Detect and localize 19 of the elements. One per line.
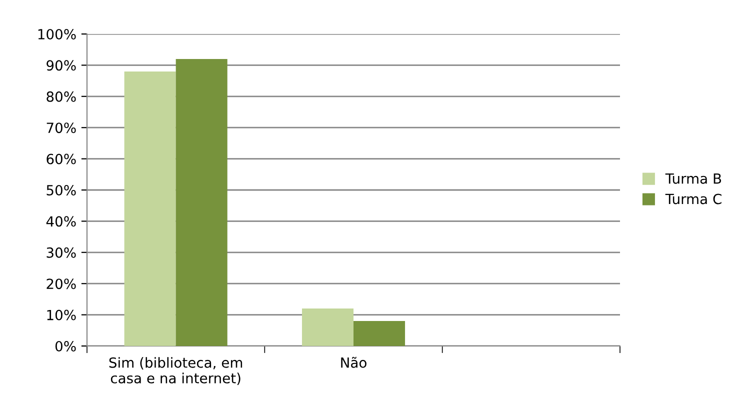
y-tick-label: 100% [38,28,76,40]
legend-label: Turma B [665,174,722,184]
bar [302,308,354,346]
legend-label: Turma C [665,194,722,204]
bar [124,71,176,346]
y-tick-label: 50% [46,184,76,196]
y-tick-label: 70% [46,122,76,134]
bar [176,58,228,346]
bar [354,321,406,346]
y-tick-label: 0% [55,340,76,352]
y-tick-label: 20% [46,278,76,290]
y-tick-label: 80% [46,91,76,102]
x-tick-label: Não [341,356,366,368]
y-tick-label: 10% [47,310,76,320]
x-tick-label: Sim (biblioteca, em casa e na internet) [109,357,242,386]
y-tick-label: 90% [46,60,76,71]
y-tick-label: 40% [46,216,76,227]
y-tick-label: 60% [46,154,76,164]
y-tick-label: 30% [46,247,76,258]
